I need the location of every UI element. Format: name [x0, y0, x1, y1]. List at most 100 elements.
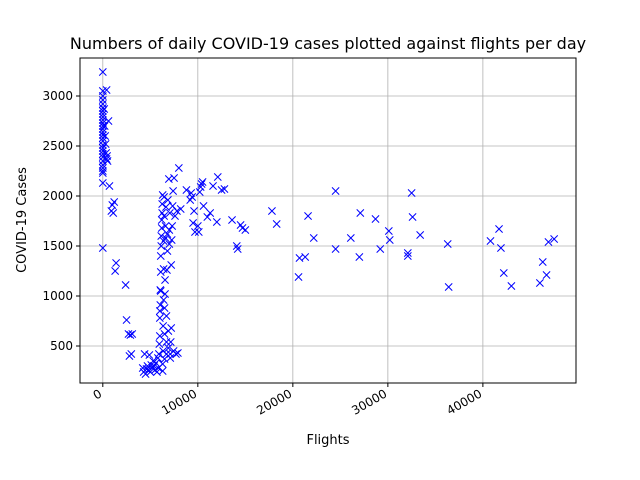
data-point: [190, 207, 198, 215]
chart-title: Numbers of daily COVID-19 cases plotted …: [70, 34, 586, 53]
data-point: [112, 259, 121, 267]
data-point: [538, 258, 547, 266]
y-tick-label: 2000: [42, 189, 73, 203]
y-tick-label: 2500: [42, 139, 73, 153]
data-point: [156, 252, 165, 260]
data-point: [356, 209, 365, 217]
data-point: [496, 244, 505, 252]
data-point: [331, 187, 340, 195]
data-point: [165, 209, 174, 217]
data-point: [109, 209, 118, 217]
data-point: [331, 245, 340, 253]
data-point: [98, 167, 107, 175]
y-tick-label: 3000: [42, 89, 73, 103]
data-point: [100, 122, 109, 130]
data-point: [495, 225, 503, 233]
data-point: [126, 331, 135, 339]
data-point: [163, 247, 172, 255]
data-point: [198, 178, 207, 186]
data-point: [98, 161, 107, 169]
data-point: [155, 314, 164, 322]
y-axis-ticks: 500 1000 1500 2000 2500 3000: [42, 89, 80, 353]
data-point: [140, 350, 149, 358]
data-point: [162, 312, 171, 320]
data-point: [217, 186, 226, 194]
data-point: [499, 269, 508, 277]
data-point: [158, 360, 167, 368]
data-point: [355, 253, 364, 261]
data-point: [157, 242, 166, 250]
data-point: [195, 188, 204, 196]
data-point: [385, 236, 394, 244]
data-point: [166, 354, 175, 362]
data-point: [102, 149, 111, 157]
data-point: [98, 179, 107, 187]
data-point: [164, 344, 173, 352]
data-point: [160, 304, 169, 312]
data-point: [104, 117, 113, 125]
data-point: [160, 330, 169, 338]
data-point: [199, 202, 208, 210]
data-point: [98, 92, 107, 100]
data-point: [98, 128, 107, 136]
data-point: [167, 236, 176, 244]
data-point: [158, 200, 167, 208]
data-point: [194, 228, 203, 236]
data-point: [309, 234, 318, 242]
data-point: [212, 218, 221, 226]
data-point: [165, 226, 174, 234]
data-point: [98, 100, 107, 108]
data-point: [147, 361, 156, 369]
data-point: [162, 266, 171, 274]
data-point: [376, 245, 385, 253]
data-point: [403, 249, 412, 257]
data-points: [98, 68, 559, 378]
data-point: [98, 110, 107, 118]
data-point: [98, 169, 107, 177]
data-point: [111, 267, 120, 275]
data-point: [102, 155, 111, 163]
data-point: [188, 193, 197, 201]
y-tick-label: 500: [50, 339, 73, 353]
data-point: [168, 202, 177, 210]
data-point: [209, 182, 217, 190]
y-tick-label: 1500: [42, 239, 73, 253]
data-point: [444, 283, 453, 291]
data-point: [197, 180, 206, 188]
data-point: [544, 238, 553, 246]
data-point: [165, 240, 174, 248]
data-point: [486, 237, 495, 245]
data-point: [228, 216, 236, 224]
data-point: [371, 215, 380, 223]
data-point: [416, 231, 425, 239]
data-point: [507, 282, 516, 290]
data-point: [122, 316, 131, 324]
data-point: [272, 220, 281, 228]
data-point: [100, 105, 109, 113]
data-point: [157, 232, 166, 240]
data-point: [171, 212, 179, 220]
data-point: [158, 367, 167, 375]
data-point: [189, 219, 198, 227]
data-point: [542, 271, 551, 279]
data-point: [98, 141, 107, 149]
axes-frame: [79, 57, 577, 384]
data-point: [206, 209, 215, 217]
y-tick-label: 1000: [42, 289, 73, 303]
data-point: [169, 187, 178, 195]
data-point: [182, 186, 191, 194]
data-point: [203, 213, 212, 221]
data-point: [176, 205, 185, 213]
data-point: [346, 234, 355, 242]
data-point: [267, 207, 276, 215]
data-point: [161, 290, 169, 298]
data-point: [168, 222, 177, 230]
data-point: [102, 86, 111, 94]
data-point: [103, 157, 112, 165]
data-point: [156, 301, 165, 309]
data-point: [98, 144, 107, 152]
data-point: [550, 235, 559, 243]
data-point: [101, 140, 110, 148]
data-point: [160, 212, 169, 220]
